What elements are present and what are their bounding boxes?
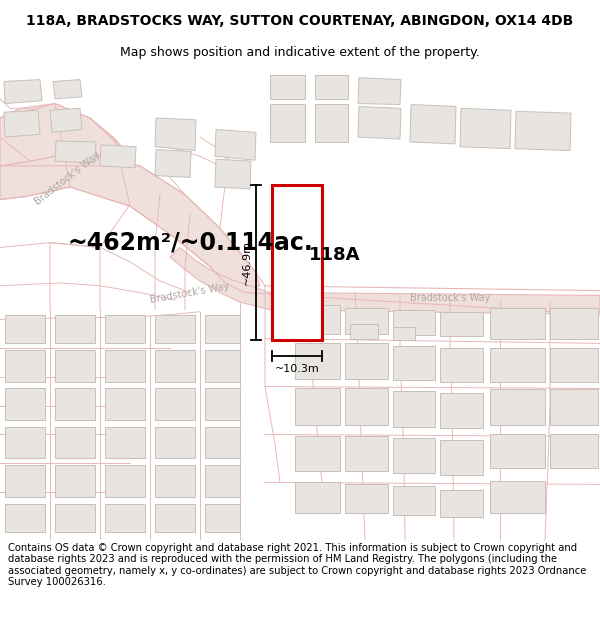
Polygon shape	[205, 350, 240, 382]
Polygon shape	[155, 149, 191, 178]
Polygon shape	[350, 324, 378, 339]
Polygon shape	[440, 440, 483, 475]
Text: Contains OS data © Crown copyright and database right 2021. This information is : Contains OS data © Crown copyright and d…	[8, 542, 586, 588]
Text: ~46.9m: ~46.9m	[242, 240, 252, 285]
Polygon shape	[440, 312, 483, 336]
Polygon shape	[490, 434, 545, 468]
Text: ~462m²/~0.114ac.: ~462m²/~0.114ac.	[67, 231, 313, 254]
Polygon shape	[155, 465, 195, 497]
Polygon shape	[55, 314, 95, 343]
Polygon shape	[4, 110, 40, 137]
Polygon shape	[5, 504, 45, 532]
Polygon shape	[270, 104, 305, 142]
Polygon shape	[393, 346, 435, 380]
Polygon shape	[490, 389, 545, 425]
Polygon shape	[295, 389, 340, 425]
Polygon shape	[105, 427, 145, 459]
Polygon shape	[205, 389, 240, 420]
Polygon shape	[155, 350, 195, 382]
Polygon shape	[215, 129, 256, 160]
Polygon shape	[490, 481, 545, 513]
Polygon shape	[490, 348, 545, 382]
Polygon shape	[105, 504, 145, 532]
Polygon shape	[5, 350, 45, 382]
Polygon shape	[205, 427, 240, 459]
Polygon shape	[358, 106, 401, 139]
Text: Map shows position and indicative extent of the property.: Map shows position and indicative extent…	[120, 46, 480, 59]
Polygon shape	[5, 389, 45, 420]
Polygon shape	[295, 305, 340, 334]
Polygon shape	[550, 348, 598, 382]
Polygon shape	[550, 389, 598, 425]
Polygon shape	[393, 391, 435, 427]
Polygon shape	[295, 482, 340, 513]
Polygon shape	[550, 434, 598, 468]
Polygon shape	[440, 348, 483, 382]
Polygon shape	[155, 504, 195, 532]
Polygon shape	[358, 78, 401, 104]
Text: Bradstock's Way: Bradstock's Way	[149, 282, 230, 306]
Polygon shape	[345, 343, 388, 379]
Polygon shape	[345, 389, 388, 425]
Polygon shape	[270, 75, 305, 99]
Polygon shape	[345, 484, 388, 513]
Polygon shape	[105, 350, 145, 382]
Polygon shape	[515, 111, 571, 151]
Polygon shape	[155, 118, 196, 151]
Polygon shape	[53, 79, 82, 99]
Polygon shape	[205, 314, 240, 343]
Polygon shape	[440, 393, 483, 428]
Polygon shape	[0, 151, 260, 292]
Polygon shape	[215, 159, 251, 189]
Polygon shape	[315, 104, 348, 142]
Polygon shape	[295, 436, 340, 471]
Polygon shape	[490, 308, 545, 339]
Polygon shape	[155, 427, 195, 459]
Polygon shape	[170, 248, 600, 314]
Polygon shape	[5, 427, 45, 459]
Polygon shape	[205, 504, 240, 532]
Polygon shape	[105, 389, 145, 420]
Text: Bradstock's Way: Bradstock's Way	[410, 293, 490, 303]
Polygon shape	[50, 108, 82, 132]
Polygon shape	[410, 104, 456, 144]
Bar	[272, 185, 322, 341]
Polygon shape	[5, 314, 45, 343]
Polygon shape	[295, 343, 340, 379]
Polygon shape	[55, 427, 95, 459]
Text: 118A: 118A	[309, 246, 361, 264]
Polygon shape	[100, 145, 136, 168]
Polygon shape	[460, 108, 511, 149]
Polygon shape	[0, 104, 135, 166]
Polygon shape	[205, 465, 240, 497]
Polygon shape	[393, 438, 435, 473]
Polygon shape	[345, 308, 388, 334]
Text: 118A, BRADSTOCKS WAY, SUTTON COURTENAY, ABINGDON, OX14 4DB: 118A, BRADSTOCKS WAY, SUTTON COURTENAY, …	[26, 14, 574, 28]
Polygon shape	[55, 504, 95, 532]
Text: ~10.3m: ~10.3m	[275, 364, 319, 374]
Polygon shape	[440, 490, 483, 517]
Polygon shape	[55, 389, 95, 420]
Polygon shape	[393, 486, 435, 515]
Polygon shape	[105, 314, 145, 343]
Polygon shape	[393, 310, 435, 335]
Polygon shape	[550, 308, 598, 339]
Polygon shape	[5, 465, 45, 497]
Text: Bradstock's Way: Bradstock's Way	[34, 150, 103, 207]
Polygon shape	[393, 327, 415, 341]
Polygon shape	[345, 436, 388, 471]
Polygon shape	[155, 314, 195, 343]
Polygon shape	[155, 389, 195, 420]
Polygon shape	[315, 75, 348, 99]
Polygon shape	[55, 465, 95, 497]
Polygon shape	[55, 141, 96, 163]
Polygon shape	[4, 79, 42, 104]
Polygon shape	[55, 350, 95, 382]
Polygon shape	[105, 465, 145, 497]
